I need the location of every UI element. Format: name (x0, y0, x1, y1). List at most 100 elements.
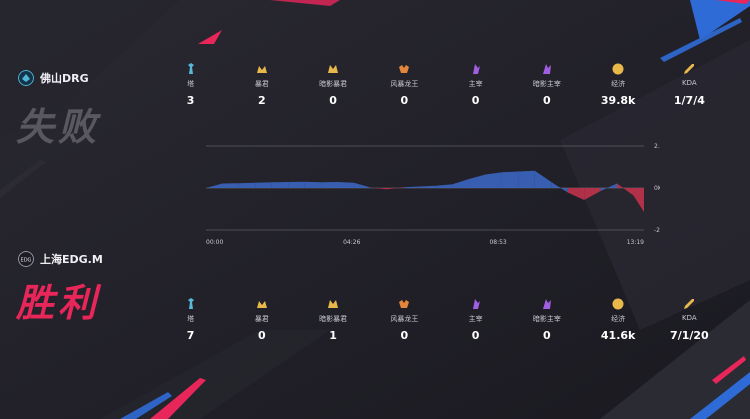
shadow-overlord-icon (540, 297, 554, 311)
gold-diff-segment (271, 182, 289, 188)
stat-label: 暗影主宰 (532, 315, 561, 323)
gold-diff-segment (551, 182, 568, 193)
gold-diff-segment (288, 181, 305, 188)
stat-value: 1 (329, 329, 337, 342)
team-top-stat-storm-dragon: 风暴龙王 0 (369, 62, 440, 107)
tower-icon (184, 297, 198, 311)
gold-diff-segment (436, 184, 453, 188)
gold-diff-segment (518, 170, 535, 188)
team-top-stat-gold: 经济 39.8k (583, 62, 654, 107)
gold-diff-segment (419, 185, 437, 188)
team-bottom-stat-shadow-tyrant: 暗影暴君 1 (298, 297, 369, 342)
gold-diff-segment (633, 188, 644, 212)
gold-diff-segment (304, 181, 322, 188)
stat-label: 主宰 (468, 315, 483, 323)
stat-label: 暴君 (254, 315, 269, 323)
storm-dragon-icon (397, 62, 411, 76)
stat-label: 暗影主宰 (532, 80, 561, 88)
y-tick-label: 0K (654, 185, 660, 192)
team-bottom-stat-tyrant: 暴君 0 (226, 297, 297, 342)
gold-diff-segment (222, 183, 239, 188)
stat-value: 0 (543, 94, 551, 107)
stat-label: KDA (682, 79, 697, 87)
team-bottom-header: EDG 上海EDG.M (18, 251, 103, 267)
sword-icon (682, 62, 696, 76)
team-top-stat-shadow-tyrant: 暗影暴君 0 (298, 62, 369, 107)
team-bottom-stat-gold: 经济 41.6k (583, 297, 654, 342)
stat-value: 0 (258, 329, 266, 342)
gold-icon (611, 62, 625, 76)
gold-diff-segment (584, 188, 601, 200)
overlord-icon (469, 62, 483, 76)
stat-value: 7 (186, 329, 195, 342)
team-top-stats: 塔 3 暴君 2 暗影暴君 0 风暴龙王 0 主宰 0 暗影主宰 0 经济 39.8k KDA 1/7/4 (155, 62, 725, 107)
stat-label: 主宰 (468, 80, 483, 88)
stat-value: 0 (543, 329, 551, 342)
gold-diff-segment (600, 183, 618, 191)
gold-diff-segment (255, 182, 272, 188)
stat-label: 风暴龙王 (390, 315, 419, 323)
gold-diff-segment (238, 182, 256, 188)
stat-label: 暗影暴君 (319, 315, 348, 323)
gold-diff-segment (534, 170, 552, 188)
gold-diff-segment (452, 179, 470, 188)
team-top-stat-tyrant: 暴君 2 (226, 62, 297, 107)
gold-diff-segment (485, 172, 502, 188)
x-tick-label: 08:53 (489, 239, 506, 246)
gold-diff-segment (321, 182, 338, 188)
team-top-result: 失败 (16, 105, 101, 149)
stat-label: 塔 (187, 80, 195, 88)
svg-text:EDG: EDG (21, 258, 32, 264)
team-top-stat-shadow-overlord: 暗影主宰 0 (511, 62, 582, 107)
team-bottom-stat-overlord: 主宰 0 (440, 297, 511, 342)
gold-diff-segment (501, 171, 519, 188)
team-bottom-stat-shadow-overlord: 暗影主宰 0 (511, 297, 582, 342)
stat-value: 0 (329, 94, 337, 107)
overlord-icon (469, 297, 483, 311)
gold-diff-segment (337, 182, 354, 188)
gold-diff-segment (353, 182, 371, 188)
stat-value: 0 (471, 94, 480, 107)
shadow-tyrant-icon (326, 62, 340, 76)
stat-value: 39.8k (600, 94, 636, 107)
x-tick-label: 04:26 (343, 239, 360, 246)
stat-value: 3 (186, 94, 195, 107)
stat-value: 7/1/20 (670, 329, 709, 342)
stat-label: 经济 (611, 80, 626, 88)
stat-value: 0 (400, 94, 409, 107)
shadow-overlord-icon (540, 62, 554, 76)
stat-label: 经济 (611, 315, 626, 323)
gold-difference-chart: 2.8K 0K -2.8K 00:00 04:26 08:53 13:19 (206, 143, 660, 246)
gold-diff-segment (403, 186, 420, 188)
team-top-header: 佛山DRG (18, 70, 89, 86)
tyrant-icon (255, 62, 269, 76)
stat-label: 塔 (187, 315, 195, 323)
stat-value: 1/7/4 (673, 94, 705, 107)
stat-value: 41.6k (600, 329, 636, 342)
team-top-stat-sword: KDA 1/7/4 (654, 62, 725, 107)
x-tick-label: 13:19 (627, 239, 644, 246)
team-bottom-stat-storm-dragon: 风暴龙王 0 (369, 297, 440, 342)
gold-diff-segment (567, 188, 585, 200)
tyrant-icon (255, 297, 269, 311)
team-bottom-result: 胜利 (16, 281, 101, 325)
stat-value: 0 (471, 329, 480, 342)
stat-label: KDA (682, 314, 697, 322)
stat-value: 2 (258, 94, 266, 107)
team-top-name: 佛山DRG (40, 72, 89, 85)
gold-diff-segment (469, 174, 486, 188)
edgm-logo-icon: EDG (18, 251, 34, 267)
team-bottom-name: 上海EDG.M (40, 253, 103, 266)
stat-label: 暴君 (254, 80, 269, 88)
y-tick-label: -2.8K (654, 227, 660, 234)
team-bottom-stats: 塔 7 暴君 0 暗影暴君 1 风暴龙王 0 主宰 0 暗影主宰 0 经济 41.6k KDA 7/1/20 (155, 297, 725, 342)
tower-icon (184, 62, 198, 76)
x-tick-label: 00:00 (206, 239, 223, 246)
storm-dragon-icon (397, 297, 411, 311)
gold-diff-segment (617, 183, 634, 196)
stat-label: 暗影暴君 (319, 80, 348, 88)
sword-icon (682, 297, 696, 311)
shadow-tyrant-icon (326, 297, 340, 311)
stat-label: 风暴龙王 (390, 80, 419, 88)
gold-diff-segment (206, 183, 223, 188)
